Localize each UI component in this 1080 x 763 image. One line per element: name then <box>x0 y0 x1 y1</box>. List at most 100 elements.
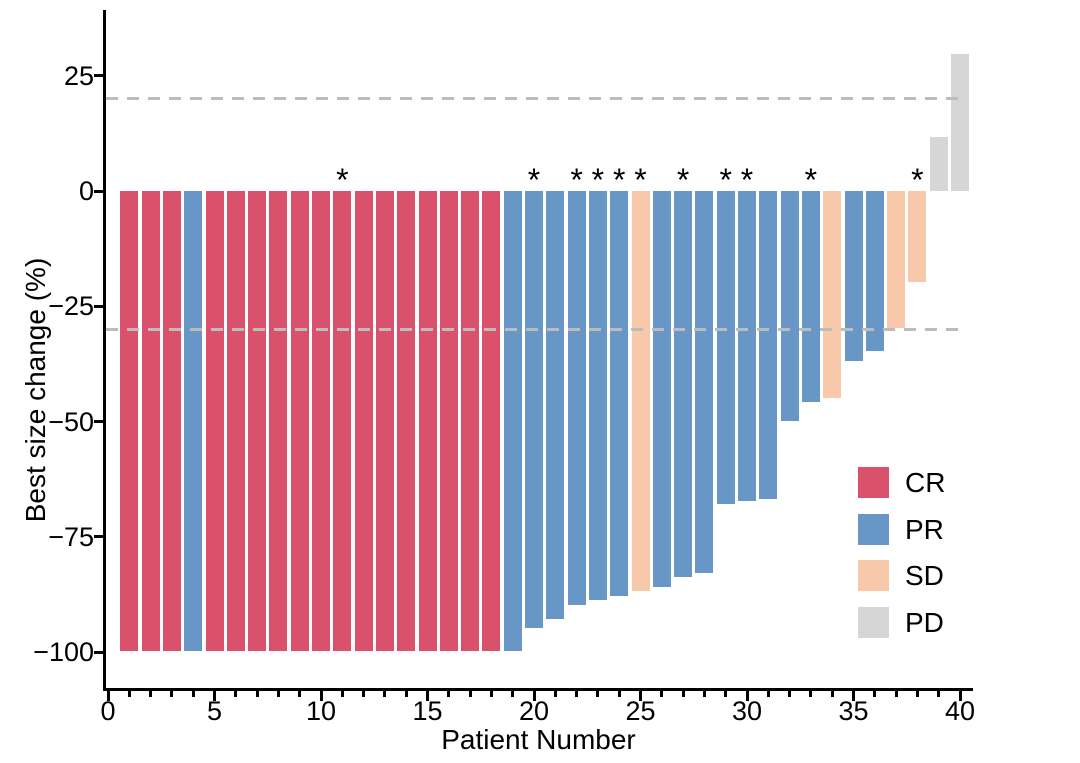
asterisk-annotation-patient-38: * <box>911 162 924 198</box>
bar-patient-40 <box>950 52 970 191</box>
x-minor-tick-26 <box>660 691 664 697</box>
asterisk-annotation-patient-25: * <box>634 162 647 198</box>
x-minor-tick-31 <box>766 691 770 697</box>
bar-patient-33 <box>800 191 821 404</box>
bar-patient-32 <box>779 191 800 422</box>
bar-patient-34 <box>822 191 843 399</box>
asterisk-annotation-patient-27: * <box>676 162 690 198</box>
x-minor-tick-32 <box>788 691 792 697</box>
bar-patient-13 <box>374 191 395 653</box>
x-major-tick-25 <box>639 691 642 701</box>
x-major-tick-20 <box>532 691 536 701</box>
x-major-tick-0 <box>106 691 110 701</box>
bar-patient-28 <box>694 191 715 574</box>
legend-swatch-pd <box>858 606 889 638</box>
bar-patient-18 <box>481 191 502 653</box>
x-tick-label-30: 30 <box>731 696 763 726</box>
x-minor-tick-37 <box>894 691 898 697</box>
y-tick-label--75: −75 <box>48 521 94 552</box>
x-minor-tick-19 <box>511 691 515 697</box>
x-minor-tick-17 <box>468 691 472 697</box>
bar-patient-5 <box>204 191 225 653</box>
x-major-tick-30 <box>745 691 749 701</box>
bar-patient-27 <box>673 191 694 579</box>
asterisk-annotation-patient-33: * <box>804 162 818 198</box>
bar-patient-38 <box>907 191 928 284</box>
y-tick-label--50: −50 <box>48 406 94 437</box>
x-major-tick-40 <box>958 691 962 701</box>
x-minor-tick-6 <box>234 691 238 697</box>
legend-label-pd: PD <box>905 606 944 638</box>
bar-patient-31 <box>758 191 779 500</box>
x-tick-label-15: 15 <box>412 696 443 726</box>
threshold-line--30 <box>106 327 967 331</box>
asterisk-annotation-patient-24: * <box>612 162 626 198</box>
x-minor-tick-12 <box>362 691 366 697</box>
x-minor-tick-34 <box>830 691 834 697</box>
bar-patient-24 <box>609 191 630 597</box>
bar-patient-22 <box>566 191 587 607</box>
x-minor-tick-23 <box>596 691 600 697</box>
y-tick--25 <box>94 304 103 308</box>
x-tick-label-25: 25 <box>625 696 656 726</box>
bar-patient-12 <box>353 191 374 653</box>
bar-patient-19 <box>502 191 523 653</box>
x-minor-tick-8 <box>276 691 280 697</box>
y-tick--100 <box>94 650 103 654</box>
x-minor-tick-16 <box>447 691 451 697</box>
x-minor-tick-21 <box>553 691 557 697</box>
bar-patient-9 <box>289 191 310 653</box>
asterisk-annotation-patient-20: * <box>527 162 541 198</box>
legend-swatch-pr <box>858 513 889 545</box>
legend-label-pr: PR <box>905 513 944 545</box>
bar-patient-10 <box>311 191 331 653</box>
x-tick-label-35: 35 <box>838 696 869 726</box>
x-minor-tick-24 <box>617 691 621 697</box>
y-tick-label--25: −25 <box>48 291 94 322</box>
y-tick-label-25: 25 <box>63 60 94 91</box>
x-minor-tick-9 <box>298 691 302 697</box>
x-tick-label-5: 5 <box>206 696 223 726</box>
legend-label-sd: SD <box>905 560 944 592</box>
x-minor-tick-33 <box>809 691 813 697</box>
legend-swatch-cr <box>858 467 889 498</box>
x-major-tick-10 <box>319 691 323 701</box>
x-minor-tick-14 <box>404 691 408 697</box>
x-tick-label-0: 0 <box>100 696 116 726</box>
x-axis-title: Patient Number <box>441 724 636 755</box>
asterisk-annotation-patient-30: * <box>740 162 754 198</box>
x-minor-tick-4 <box>191 691 195 697</box>
x-minor-tick-11 <box>340 691 344 697</box>
x-minor-tick-36 <box>873 691 877 697</box>
bar-patient-1 <box>119 191 140 653</box>
x-major-tick-5 <box>213 691 216 701</box>
bar-patient-6 <box>225 191 246 653</box>
bar-patient-4 <box>183 191 204 653</box>
asterisk-annotation-patient-11: * <box>336 162 349 198</box>
bar-patient-3 <box>161 191 182 653</box>
bar-patient-30 <box>737 191 757 503</box>
bar-patient-15 <box>417 191 438 653</box>
x-minor-tick-29 <box>724 691 728 697</box>
x-minor-tick-2 <box>149 691 153 697</box>
x-tick-label-10: 10 <box>305 696 337 726</box>
y-tick-0 <box>94 189 103 193</box>
x-minor-tick-13 <box>383 691 387 697</box>
threshold-line-20 <box>106 97 967 101</box>
asterisk-annotation-patient-23: * <box>591 162 605 198</box>
legend-label-cr: CR <box>905 467 946 498</box>
asterisk-annotation-patient-29: * <box>719 162 732 198</box>
x-minor-tick-28 <box>702 691 706 697</box>
legend-swatch-sd <box>858 560 889 592</box>
x-tick-label-20: 20 <box>518 696 550 726</box>
bar-patient-37 <box>886 191 907 330</box>
bar-patient-16 <box>438 191 459 653</box>
bar-patient-23 <box>587 191 608 602</box>
y-tick--75 <box>94 535 103 539</box>
x-minor-tick-3 <box>170 691 174 697</box>
x-tick-label-40: 40 <box>944 696 976 726</box>
bar-patient-39 <box>928 135 949 191</box>
